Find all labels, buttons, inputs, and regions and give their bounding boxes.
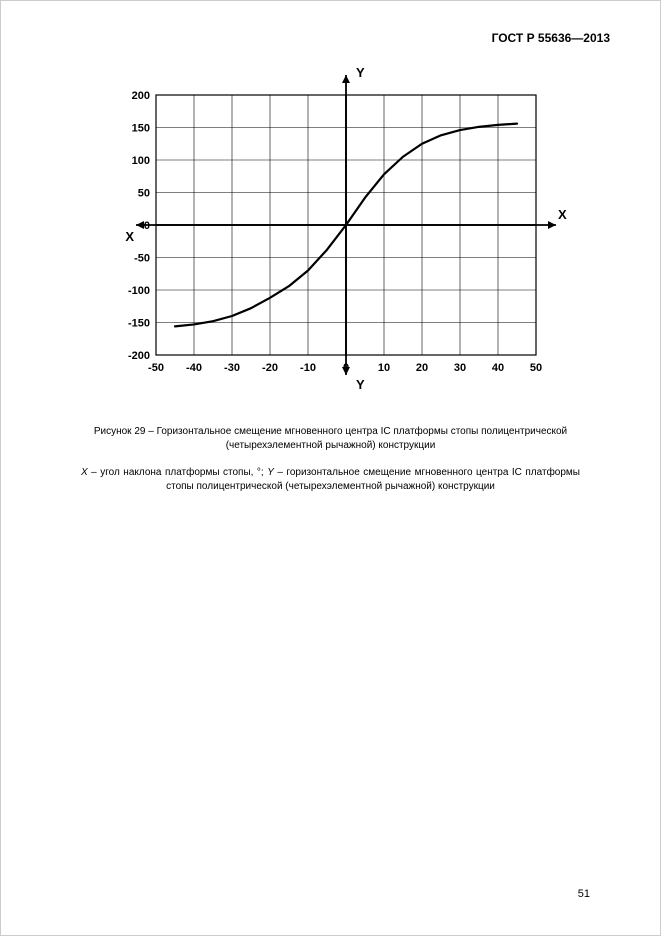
svg-text:-200: -200 xyxy=(127,350,149,362)
svg-text:100: 100 xyxy=(131,155,149,167)
x-var-label: X xyxy=(81,467,88,478)
x-var-desc: – угол наклона платформы стопы, °; xyxy=(88,467,268,478)
svg-text:-30: -30 xyxy=(224,362,240,374)
svg-text:-40: -40 xyxy=(186,362,202,374)
svg-text:30: 30 xyxy=(453,362,465,374)
svg-text:-20: -20 xyxy=(262,362,278,374)
chart-svg: -50-40-30-20-1001020304050-200-150-100-5… xyxy=(91,65,571,405)
svg-text:Y: Y xyxy=(356,377,365,392)
chart-figure-29: -50-40-30-20-1001020304050-200-150-100-5… xyxy=(91,65,571,405)
svg-text:Y: Y xyxy=(356,65,365,80)
svg-text:-10: -10 xyxy=(300,362,316,374)
svg-text:20: 20 xyxy=(415,362,427,374)
svg-text:-100: -100 xyxy=(127,285,149,297)
svg-text:50: 50 xyxy=(529,362,541,374)
y-var-label: Y xyxy=(267,467,274,478)
svg-text:X: X xyxy=(125,229,134,244)
svg-text:200: 200 xyxy=(131,90,149,102)
svg-text:150: 150 xyxy=(131,123,149,135)
svg-text:50: 50 xyxy=(137,188,149,200)
svg-text:0: 0 xyxy=(342,362,348,374)
svg-text:40: 40 xyxy=(491,362,503,374)
svg-text:-50: -50 xyxy=(148,362,164,374)
svg-text:0: 0 xyxy=(143,220,149,232)
svg-text:-150: -150 xyxy=(127,318,149,330)
axis-legend: X – угол наклона платформы стопы, °; Y –… xyxy=(81,466,580,493)
svg-text:-50: -50 xyxy=(134,253,150,265)
svg-text:X: X xyxy=(558,207,567,222)
document-header: ГОСТ Р 55636—2013 xyxy=(51,31,610,45)
page-number: 51 xyxy=(578,888,590,900)
svg-text:10: 10 xyxy=(377,362,389,374)
figure-caption: Рисунок 29 – Горизонтальное смещение мгн… xyxy=(81,425,580,452)
